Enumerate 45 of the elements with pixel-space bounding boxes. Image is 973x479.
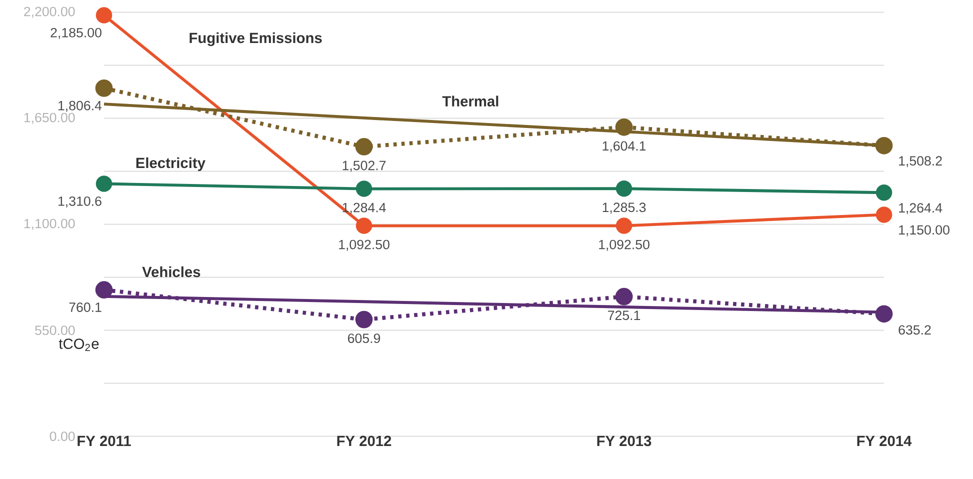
series-label: Vehicles [142,266,200,278]
data-label: 1,508.2 [899,156,942,168]
point [616,180,632,197]
text: Thermal [442,96,498,106]
x-tick-label: FY 2012 [337,436,392,446]
text: Fugitive Emissions [190,32,322,46]
data-label: 725.1 [608,310,640,320]
point [95,80,113,97]
data-label: 1,264.4 [899,203,942,214]
point [96,176,112,192]
data-label: 1,150.00 [899,225,950,236]
point [356,218,372,234]
data-label: 760.1 [69,302,102,312]
y-tick-label: 1,650.00 [24,112,75,124]
data-label: 2,185.00 [50,28,102,39]
point [356,180,372,197]
point [875,305,893,323]
data-label: 1,092.50 [599,240,650,251]
point [876,206,892,223]
point [616,218,632,234]
y-axis-title: tCO$_{2}$e [58,338,99,352]
x-tick-label: FY 2014 [857,436,912,446]
data-label: 635.2 [898,325,931,335]
point [355,138,373,156]
x-tick-label: FY 2011 [78,436,131,446]
y-tick-label: 550.00 [35,326,75,336]
y-tick-label: 0.00 [50,432,75,442]
series-label: Electricity [136,157,206,172]
point [876,184,892,201]
data-label: 605.9 [348,334,380,344]
y-tick-label: 1,100.00 [24,218,75,230]
point [355,310,373,328]
data-label: 1,310.6 [58,196,102,208]
y-tick-label: 2,200.00 [24,6,75,18]
data-label: 1,285.3 [602,202,646,214]
data-label: 1,604.1 [602,141,646,152]
data-label: 1,806.4 [58,100,102,112]
point [875,137,893,154]
x-tick-label: FY 2013 [597,436,652,446]
point [615,118,633,136]
point [95,281,113,299]
data-label: 1,092.50 [339,240,390,251]
data-label: 1,502.7 [342,160,386,172]
point [615,288,633,306]
point [96,7,112,24]
